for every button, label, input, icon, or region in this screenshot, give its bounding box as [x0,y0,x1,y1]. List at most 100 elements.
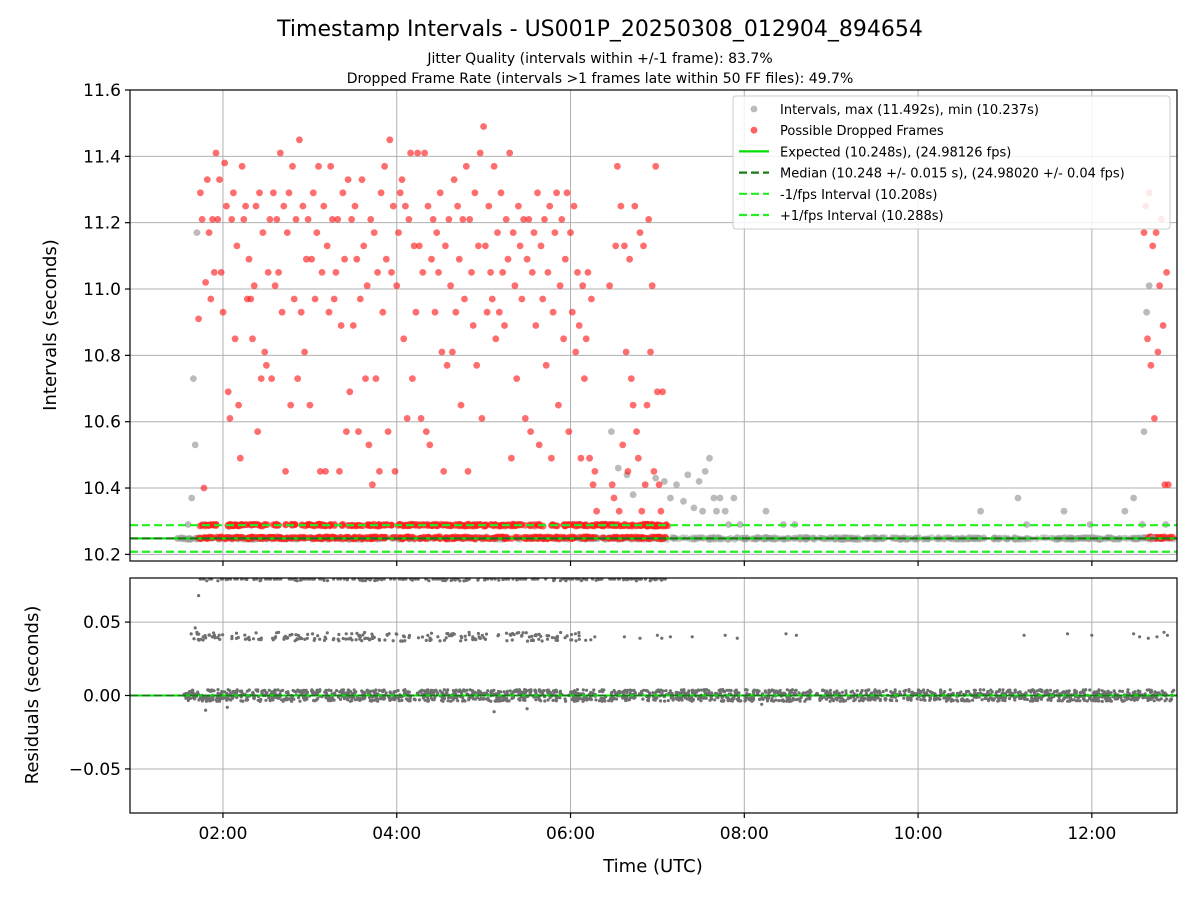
residual-point [436,691,440,696]
residual-point [400,698,404,703]
dropped-frame-point [384,428,392,435]
dropped-frame-point [313,229,321,237]
residual-point [550,636,555,640]
intervals-y-tick-label: 11.2 [83,214,121,234]
dropped-frame-point [657,507,665,515]
residual-point [221,633,225,637]
residual-point [926,688,930,693]
residual-point [893,690,897,694]
residual-point [402,635,406,639]
residual-point [989,688,993,692]
dropped-frame-point [256,189,263,197]
residual-point [313,637,317,641]
dropped-frame-point [320,202,328,210]
dropped-frame-point [627,375,635,382]
residual-point [713,698,717,702]
dropped-frame-point [355,428,362,435]
residual-point [484,632,489,636]
residual-point [476,631,480,636]
dropped-frame-point [270,189,277,197]
dropped-frame-point [558,216,566,223]
residual-point [872,690,876,694]
residual-point [510,631,515,636]
residual-point [709,695,713,700]
residual-point [931,691,936,695]
dropped-frame-point [485,202,493,210]
residual-point [948,696,952,700]
dropped-frame-point [315,162,322,170]
residual-point [373,691,377,695]
dropped-frame-point [405,216,413,223]
residual-point [602,688,606,692]
residual-point [906,698,910,702]
dropped-frame-point [442,242,449,250]
residual-point [597,699,602,703]
dropped-frame-point [1149,242,1157,250]
residual-point [553,636,557,640]
dropped-frame-point [631,202,639,210]
residual-point [909,696,913,700]
residual-point [335,689,339,693]
dropped-frame-point [511,282,519,290]
residual-point [1138,635,1142,639]
residual-point [1095,690,1100,694]
residual-point [593,635,597,639]
residual-point [520,634,524,638]
x-tick-label: 06:00 [546,824,595,844]
interval-point [673,481,680,489]
residual-point [570,690,574,694]
dropped-frame-point [532,322,540,329]
residual-point [226,688,230,692]
residual-point [666,699,670,703]
residual-point [429,696,433,700]
residual-point [388,691,392,695]
residual-point [997,689,1001,694]
dropped-frame-point [203,176,211,184]
dropped-frame-point [209,216,216,223]
residual-point [1105,691,1109,696]
dropped-frame-point [504,255,512,263]
residual-point [265,691,269,695]
residual-point [431,688,435,693]
residual-point [299,689,303,693]
residual-point [1155,635,1159,639]
dropped-frame-point [575,322,583,329]
residual-point [492,688,496,692]
dropped-frame-point [525,216,533,223]
dropped-frame-point [224,388,232,396]
residual-point [910,690,914,694]
residual-point [855,689,859,693]
residual-point [633,690,637,695]
residual-point [235,689,239,693]
dropped-frame-point [337,322,345,329]
residual-point [440,698,444,703]
residual-point [205,579,209,583]
dropped-frame-point [412,308,420,316]
residual-point [1048,688,1053,692]
residual-point [355,631,359,636]
residual-point [774,698,778,702]
residual-point [497,578,501,582]
interval-point [721,507,729,515]
dropped-frame-point [247,295,255,303]
residual-point [193,697,197,701]
residual-point [316,697,320,701]
dropped-frame-point [457,401,465,409]
residual-point [719,688,724,692]
residual-point [1058,698,1062,703]
residual-point [449,578,453,583]
dropped-frame-point [647,348,654,356]
residual-point [315,688,319,692]
residual-point [429,631,434,635]
residual-point [668,635,673,639]
residual-point [710,691,714,695]
residual-point [777,691,781,695]
residual-point [534,689,538,694]
residual-point [1028,699,1033,703]
residual-point [551,698,555,703]
residual-point [945,697,949,702]
residual-point [1103,696,1107,700]
dropped-frame-point [226,415,234,422]
legend-entry: Intervals, max (11.492s), min (10.237s) [780,103,1039,118]
residual-point [290,699,294,703]
